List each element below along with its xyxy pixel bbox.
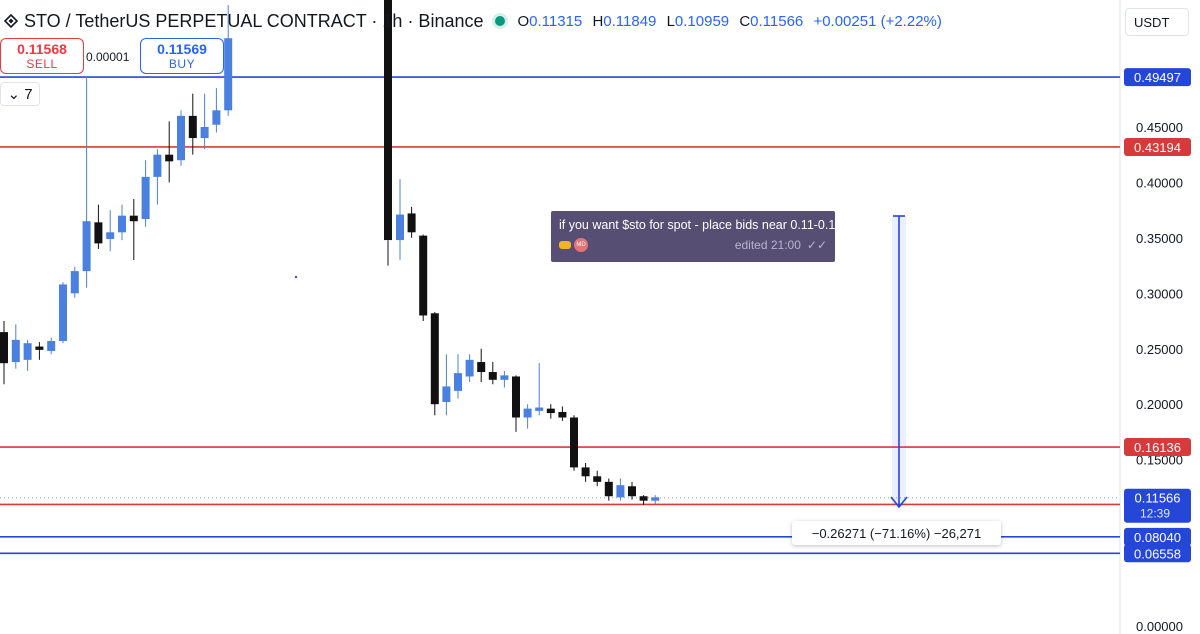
candle-body [465, 359, 474, 377]
candle-body [639, 496, 648, 501]
level-price-label: 0.49497 [1134, 70, 1181, 85]
candle-body [200, 126, 209, 139]
candle-body [82, 221, 91, 272]
ohlc-change: +0.00251 (+2.22%) [813, 12, 942, 30]
candle-body [384, 0, 392, 241]
avatar: MD [574, 238, 588, 252]
sell-price: 0.11568 [17, 41, 67, 57]
candle-body [106, 232, 115, 239]
candle-body [593, 476, 602, 482]
level-price-tag [1124, 438, 1191, 457]
candle-body [535, 407, 544, 411]
y-tick-label: 0.00000 [1136, 619, 1183, 634]
indicator-count: 7 [24, 85, 33, 103]
chart-marker-dot [294, 275, 298, 279]
y-tick-label: 0.45000 [1136, 120, 1183, 135]
candle-body [477, 362, 486, 373]
y-tick-label: 0.30000 [1136, 286, 1183, 301]
candle-body [546, 408, 555, 414]
ohlc-open: 0.11315 [529, 12, 583, 30]
symbol-header: STO / TetherUS PERPETUAL CONTRACT · 1h ·… [0, 8, 942, 34]
candle-body [616, 485, 625, 498]
candle-body [212, 110, 221, 125]
y-tick-label: 0.20000 [1136, 397, 1183, 412]
candle-body [558, 411, 567, 418]
exchange-logo-icon [4, 14, 18, 28]
countdown-label: 12:39 [1140, 507, 1170, 521]
sell-label: SELL [26, 57, 58, 71]
candle-body [651, 497, 660, 501]
sell-button[interactable]: 0.11568 SELL [0, 38, 84, 74]
candle-body [224, 38, 233, 111]
candle-body [581, 467, 590, 477]
candle-body [11, 339, 20, 363]
level-price-tag [1124, 68, 1191, 87]
currency-selector[interactable]: USDT [1125, 8, 1189, 36]
candle-body [165, 154, 174, 162]
symbol-title[interactable]: STO / TetherUS PERPETUAL CONTRACT · 1h ·… [24, 10, 484, 31]
candle-body [177, 115, 185, 161]
measure-label: −0.26271 (−71.16%) −26,271 [792, 521, 1001, 545]
candle-body [407, 213, 416, 233]
candle-body [419, 235, 428, 316]
level-price-tag [1124, 527, 1191, 546]
candle-body [570, 417, 578, 468]
market-status-icon [495, 16, 506, 26]
candle-body [94, 222, 103, 244]
candle-body [604, 481, 613, 497]
candle-body [454, 373, 462, 391]
chat-note: if you want $sto for spot - place bids n… [551, 211, 835, 262]
ohlc-high: 0.11849 [603, 12, 657, 30]
ohlc-low: 0.10959 [674, 12, 730, 30]
chevron-down-icon: ⌄ [7, 86, 25, 103]
level-price-label: 0.43194 [1134, 140, 1181, 155]
level-price-label: 0.16136 [1134, 440, 1181, 455]
candle-body [512, 376, 520, 418]
ohlc-close: 0.11566 [750, 12, 804, 30]
candle-body [396, 214, 404, 241]
note-text: if you want $sto for spot - place bids n… [559, 218, 836, 232]
y-tick-label: 0.15000 [1136, 453, 1183, 468]
candle-body [70, 271, 79, 294]
level-price-tag [1124, 544, 1191, 563]
candle-body [153, 154, 162, 177]
last-price-tag [1124, 488, 1191, 523]
currency-label: USDT [1134, 14, 1170, 30]
buy-price: 0.11569 [157, 41, 207, 57]
candle-body [47, 340, 56, 351]
level-price-tag [1124, 137, 1191, 156]
candle-body [430, 313, 439, 405]
ohlc-readout: O0.11315 H0.11849 L0.10959 C0.11566 +0.0… [517, 12, 942, 30]
candle-body [23, 343, 32, 360]
candle-body [35, 346, 44, 350]
candle-body [500, 375, 509, 380]
candle-body [0, 332, 8, 364]
buy-label: BUY [168, 57, 196, 71]
candle-body [488, 372, 497, 380]
measure-arrow-head-icon [890, 496, 908, 509]
buy-button[interactable]: 0.11569 BUY [140, 38, 224, 74]
candle-body [59, 284, 67, 341]
candle-body [129, 215, 138, 222]
candle-body [442, 386, 451, 402]
last-price-label: 0.11566 [1134, 491, 1180, 506]
y-tick-label: 0.35000 [1136, 231, 1183, 246]
candle-body [141, 176, 150, 219]
indicators-collapse-button[interactable]: ⌄ 7 [0, 82, 40, 106]
candle-body [118, 215, 126, 233]
level-price-label: 0.06558 [1134, 546, 1181, 561]
y-tick-label: 0.40000 [1136, 175, 1183, 190]
double-check-icon: ✓✓ [806, 238, 827, 252]
level-price-label: 0.08040 [1134, 530, 1181, 545]
candle-body [523, 408, 532, 418]
handshake-icon [559, 241, 571, 249]
candle-body [188, 115, 197, 139]
spread-value: 0.00001 [86, 50, 130, 64]
y-tick-label: 0.25000 [1136, 342, 1183, 357]
note-meta: edited 21:00 [734, 238, 801, 252]
candle-body [628, 486, 636, 497]
